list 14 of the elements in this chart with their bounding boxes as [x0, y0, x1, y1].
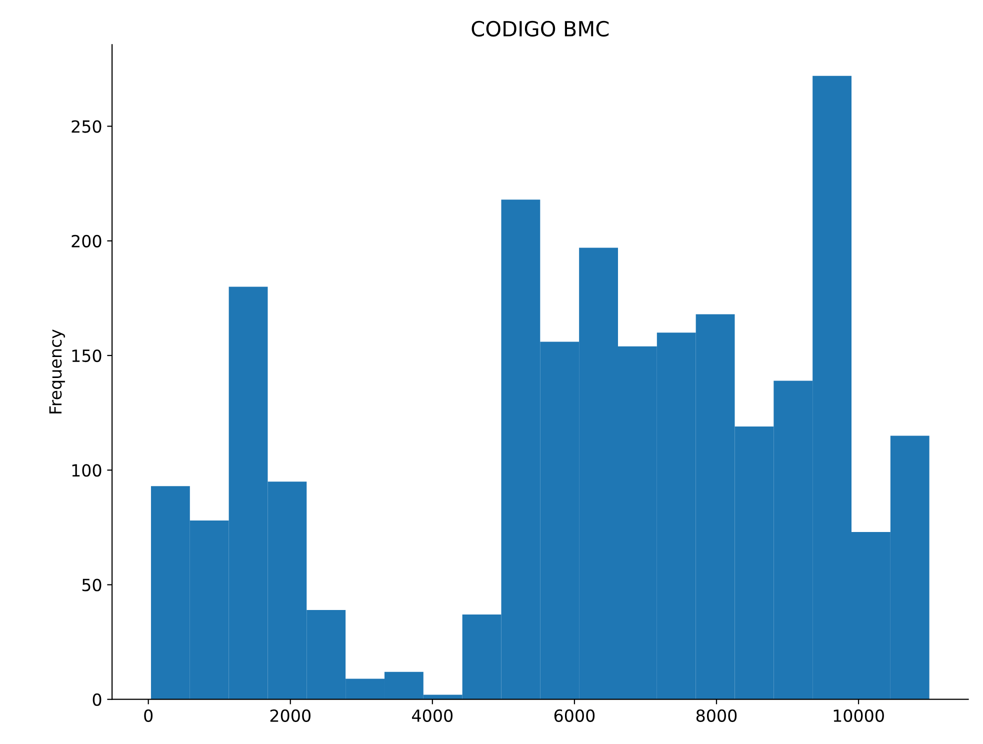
x-tick-label: 2000 [270, 709, 310, 722]
y-tick-label: 50 [82, 578, 102, 592]
x-tick-label: 4000 [412, 709, 453, 722]
x-tick-label: 6000 [554, 709, 595, 722]
chart-title: CODIGO BMC [472, 20, 609, 37]
y-axis-title: Frequency [49, 329, 65, 414]
y-tick-label: 150 [72, 349, 102, 362]
y-tick-label: 200 [72, 234, 102, 248]
x-tick-label: 0 [144, 709, 153, 722]
y-tick-label: 250 [72, 120, 102, 133]
x-tick-label: 10000 [834, 709, 884, 722]
x-tick-label: 8000 [696, 709, 737, 722]
y-tick-label: 100 [72, 464, 102, 477]
y-tick-label: 0 [92, 693, 102, 706]
